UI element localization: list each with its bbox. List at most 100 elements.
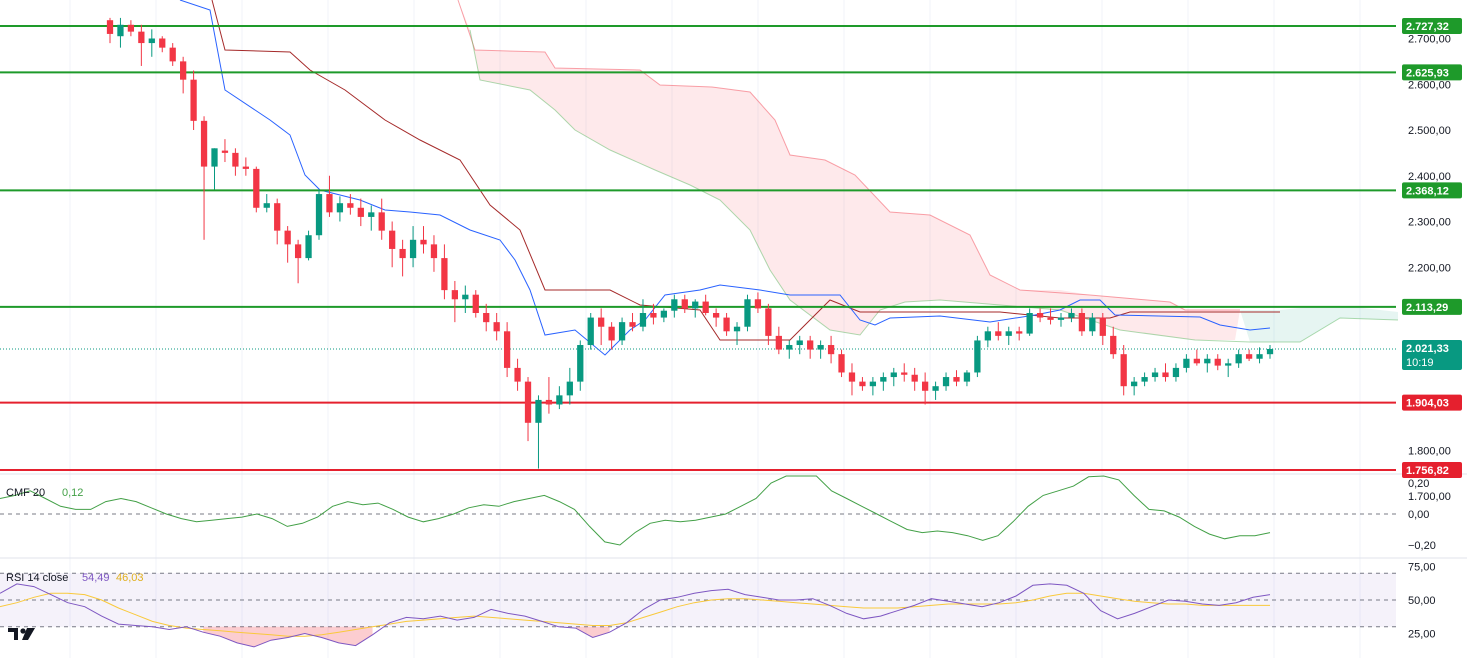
candle-body — [922, 381, 929, 391]
price-tick-label: 2.400,00 — [1408, 171, 1451, 183]
candle-body — [827, 345, 835, 355]
candle-body — [1005, 331, 1012, 336]
candle-body — [1183, 358, 1190, 368]
candle-body — [733, 326, 741, 332]
rsi-tick-label: 75,00 — [1408, 562, 1436, 574]
candle-body — [514, 367, 521, 382]
senkou-a-line — [457, 0, 1240, 311]
candle-body — [1162, 372, 1169, 378]
candle-body — [974, 340, 981, 373]
rsi-ma-legend-value: 46,03 — [116, 572, 144, 584]
cmf-line — [0, 475, 1271, 546]
price-tick-label: 2.700,00 — [1408, 34, 1451, 46]
candle-body — [545, 399, 553, 405]
rsi-line — [0, 583, 1271, 648]
cloud-bullish — [1240, 306, 1398, 342]
candle-body — [1099, 317, 1106, 336]
candle-body — [305, 235, 312, 259]
candle-body — [138, 31, 145, 44]
candle-body — [169, 47, 176, 62]
candle-body — [723, 317, 730, 332]
candle-body — [775, 335, 782, 350]
candle-body — [1193, 358, 1200, 364]
candle-body — [1235, 354, 1242, 364]
level-label-box — [1402, 462, 1462, 479]
candles-group — [106, 17, 1274, 469]
candle-body — [1141, 377, 1148, 382]
candle-body — [681, 299, 688, 309]
candle-body — [859, 381, 866, 387]
candle-body — [1266, 348, 1274, 355]
candle-body — [1256, 354, 1263, 359]
candle-body — [1016, 331, 1023, 334]
candle-body — [159, 38, 166, 48]
rsi-tick-label: 50,00 — [1408, 595, 1436, 607]
candle-body — [838, 354, 845, 373]
candle-body — [232, 152, 239, 167]
candle-body — [430, 244, 438, 259]
level-labels: 2.727,32 2.625,93 2.368,12 2.113,29 1.904,03… — [1402, 18, 1462, 479]
candle-body — [995, 331, 1002, 336]
candle-body — [441, 258, 448, 291]
candle-body — [942, 377, 950, 387]
cmf-legend-label: CMF 20 — [6, 487, 45, 499]
price-tick-label: 1.800,00 — [1408, 445, 1451, 457]
candle-body — [1225, 363, 1232, 366]
candle-body — [127, 24, 135, 32]
level-label-box — [1402, 182, 1462, 199]
candle-body — [420, 239, 427, 245]
price-tick-label: 2.300,00 — [1408, 217, 1451, 229]
price-tick-label: 1.700,00 — [1408, 491, 1451, 503]
candle-body — [639, 313, 647, 327]
candle-body — [1068, 313, 1075, 318]
candle-body — [963, 372, 971, 382]
candle-body — [462, 294, 469, 300]
cmf-legend-value: 0,12 — [62, 487, 83, 499]
candle-body — [493, 322, 500, 332]
candle-body — [1026, 313, 1033, 334]
level-label-box — [1402, 394, 1462, 411]
candle-body — [1131, 381, 1138, 387]
candle-body — [880, 377, 887, 382]
candle-body — [608, 326, 615, 341]
candle-body — [598, 317, 605, 327]
level-label-box — [1402, 18, 1462, 35]
candle-body — [932, 386, 939, 391]
candle-body — [336, 203, 344, 213]
candle-body — [1204, 358, 1211, 364]
candle-body — [1151, 372, 1159, 378]
candle-body — [274, 203, 281, 231]
tradingview-logo[interactable] — [8, 628, 35, 640]
countdown-label: 10:19 — [1406, 357, 1434, 369]
candle-body — [399, 248, 406, 259]
candle-body — [106, 20, 114, 34]
price-axis[interactable]: 2.700,00 2.600,00 2.500,00 2.400,00 2.300,00… — [1408, 34, 1451, 504]
level-label-box — [1402, 298, 1462, 315]
cloud-bearish — [458, 0, 1240, 340]
candle-body — [389, 230, 396, 249]
candle-body — [702, 301, 709, 313]
candle-body — [807, 340, 814, 350]
rsi-oversold-fill — [575, 626, 610, 638]
candle-body — [566, 381, 573, 396]
price-tick-label: 2.600,00 — [1408, 79, 1451, 91]
candle-body — [180, 61, 187, 80]
cmf-tick-label: 0,20 — [1408, 478, 1429, 490]
candle-body — [524, 381, 532, 423]
level-label: 2.625,93 — [1406, 67, 1449, 79]
candle-body — [347, 203, 354, 208]
candle-body — [315, 194, 323, 236]
candle-body — [1120, 354, 1127, 387]
level-label-box — [1402, 64, 1462, 81]
rsi-ma-line — [0, 592, 1270, 637]
last-price-box — [1402, 339, 1462, 370]
candle-body — [451, 290, 458, 300]
candle-body — [650, 313, 657, 318]
candle-body — [744, 299, 751, 327]
candle-body — [556, 395, 563, 405]
cmf-pane: 0,20 0,00 −0,20 — [0, 475, 1436, 552]
candle-body — [1047, 317, 1054, 320]
rsi-oversold-fill — [203, 626, 373, 647]
candle-body — [200, 120, 208, 167]
